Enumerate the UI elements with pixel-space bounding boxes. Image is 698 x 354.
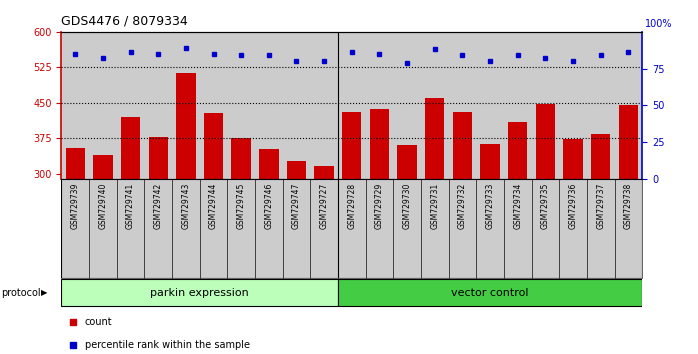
Bar — [532, 32, 559, 179]
Bar — [172, 179, 200, 278]
Text: GSM729733: GSM729733 — [486, 183, 495, 229]
Bar — [504, 179, 532, 278]
Bar — [614, 32, 642, 179]
Text: GSM729738: GSM729738 — [624, 183, 633, 229]
Bar — [228, 179, 255, 278]
Bar — [397, 145, 417, 316]
Bar — [61, 279, 338, 307]
Bar — [449, 179, 476, 278]
Text: GDS4476 / 8079334: GDS4476 / 8079334 — [61, 14, 188, 27]
Bar — [393, 179, 421, 278]
Bar — [535, 104, 555, 316]
Bar — [89, 32, 117, 179]
Bar — [315, 166, 334, 316]
Bar — [311, 179, 338, 278]
Text: GSM729727: GSM729727 — [320, 183, 329, 229]
Bar — [117, 32, 144, 179]
Bar — [66, 148, 85, 316]
Text: parkin expression: parkin expression — [150, 288, 249, 298]
Bar — [614, 179, 642, 278]
Text: GSM729747: GSM729747 — [292, 183, 301, 229]
Bar — [393, 32, 421, 179]
Bar — [117, 179, 144, 278]
Bar — [338, 279, 642, 307]
Bar — [476, 32, 504, 179]
Bar — [591, 134, 610, 316]
Bar — [94, 155, 112, 316]
Bar — [587, 32, 614, 179]
Bar — [563, 139, 583, 316]
Bar — [61, 179, 89, 278]
Text: GSM729736: GSM729736 — [569, 183, 577, 229]
Text: GSM729734: GSM729734 — [513, 183, 522, 229]
Bar — [255, 179, 283, 278]
Text: 100%: 100% — [645, 19, 672, 29]
Text: GSM729742: GSM729742 — [154, 183, 163, 229]
Bar — [144, 32, 172, 179]
Bar — [559, 179, 587, 278]
Bar — [172, 32, 200, 179]
Bar — [587, 179, 614, 278]
Bar — [232, 138, 251, 316]
Bar — [480, 144, 500, 316]
Text: protocol: protocol — [1, 288, 41, 298]
Text: GSM729746: GSM729746 — [265, 183, 274, 229]
Text: vector control: vector control — [452, 288, 529, 298]
Text: GSM729741: GSM729741 — [126, 183, 135, 229]
Bar — [618, 105, 638, 316]
Bar — [89, 179, 117, 278]
Bar — [421, 32, 449, 179]
Bar — [425, 98, 445, 316]
Text: GSM729745: GSM729745 — [237, 183, 246, 229]
Bar — [144, 179, 172, 278]
Bar — [283, 32, 311, 179]
Text: count: count — [84, 317, 112, 327]
Text: GSM729728: GSM729728 — [348, 183, 356, 229]
Bar — [338, 32, 366, 179]
Bar — [200, 32, 228, 179]
Bar — [204, 113, 223, 316]
Bar — [449, 32, 476, 179]
Text: ▶: ▶ — [40, 289, 47, 297]
Bar — [149, 137, 168, 316]
Text: GSM729743: GSM729743 — [181, 183, 191, 229]
Bar — [508, 122, 528, 316]
Bar — [200, 179, 228, 278]
Bar — [121, 117, 140, 316]
Bar — [453, 113, 472, 316]
Bar — [228, 32, 255, 179]
Bar — [287, 161, 306, 316]
Bar — [255, 32, 283, 179]
Bar — [559, 32, 587, 179]
Text: GSM729730: GSM729730 — [403, 183, 412, 229]
Bar — [61, 32, 89, 179]
Bar — [366, 32, 393, 179]
Text: percentile rank within the sample: percentile rank within the sample — [84, 340, 250, 350]
Text: GSM729737: GSM729737 — [596, 183, 605, 229]
Bar — [342, 113, 362, 316]
Bar — [476, 179, 504, 278]
Bar — [311, 32, 338, 179]
Bar — [366, 179, 393, 278]
Bar — [421, 179, 449, 278]
Text: GSM729744: GSM729744 — [209, 183, 218, 229]
Text: GSM729739: GSM729739 — [70, 183, 80, 229]
Bar — [283, 179, 311, 278]
Bar — [259, 149, 279, 316]
Text: GSM729731: GSM729731 — [430, 183, 439, 229]
Text: GSM729740: GSM729740 — [98, 183, 107, 229]
Bar — [176, 73, 195, 316]
Bar — [370, 109, 389, 316]
Bar — [338, 179, 366, 278]
Text: GSM729735: GSM729735 — [541, 183, 550, 229]
Bar — [532, 179, 559, 278]
Bar — [504, 32, 532, 179]
Text: GSM729729: GSM729729 — [375, 183, 384, 229]
Text: GSM729732: GSM729732 — [458, 183, 467, 229]
